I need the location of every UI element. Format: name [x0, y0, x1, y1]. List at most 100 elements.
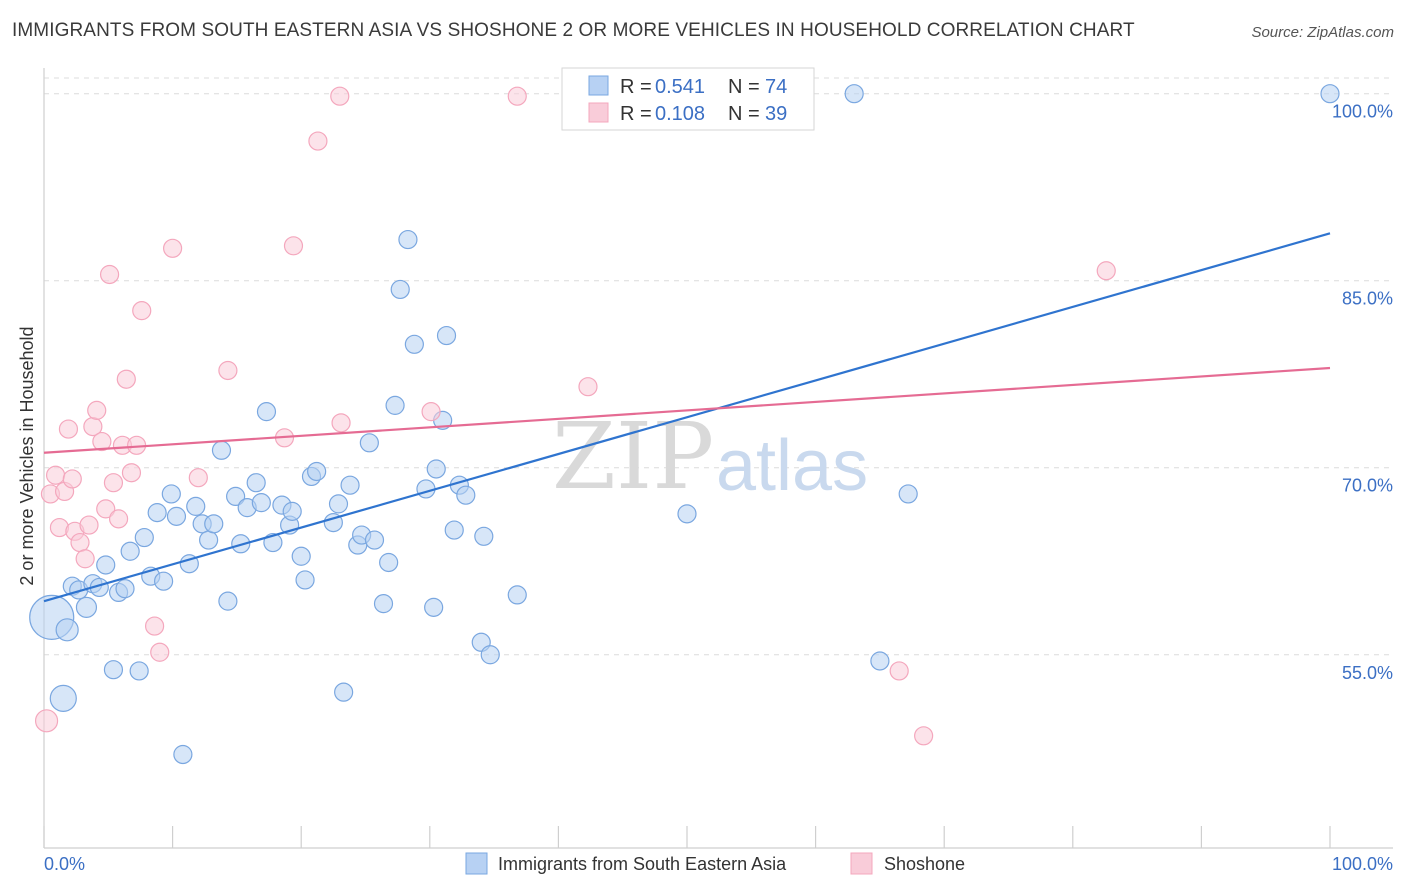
- legend-r-value-2: 0.108: [655, 103, 705, 125]
- shoshone-point: [144, 616, 165, 636]
- immigrants-point: [404, 334, 424, 354]
- x-tick-label-max: 100.0%: [1332, 854, 1393, 874]
- watermark-atlas: atlas: [716, 426, 868, 506]
- immigrants-point: [49, 684, 77, 712]
- shoshone-point: [889, 661, 909, 681]
- chart-title: IMMIGRANTS FROM SOUTH EASTERN ASIA VS SH…: [12, 20, 1135, 41]
- y-tick-label: 70.0%: [1342, 476, 1393, 496]
- immigrants-point: [129, 661, 149, 681]
- immigrants-trend-line: [43, 232, 1331, 603]
- correlation-legend: R = 0.541 N = 74 R = 0.108 N = 39: [561, 67, 815, 131]
- immigrants-point: [1320, 84, 1340, 104]
- shoshone-point: [58, 419, 79, 439]
- immigrants-point: [147, 503, 167, 523]
- immigrants-point: [246, 473, 266, 493]
- y-tick-label: 85.0%: [1342, 289, 1393, 309]
- bottom-legend-swatch-immigrants: [465, 852, 488, 875]
- legend-n-value-2: 39: [765, 103, 787, 125]
- shoshone-point: [188, 468, 208, 488]
- immigrants-point: [166, 506, 187, 526]
- immigrants-point: [436, 325, 457, 346]
- immigrants-point: [256, 402, 277, 422]
- immigrants-point: [385, 395, 405, 415]
- immigrants-point: [204, 514, 224, 534]
- immigrants-point: [390, 279, 410, 300]
- immigrants-point: [340, 475, 360, 495]
- immigrants-point: [474, 526, 494, 546]
- immigrants-point: [424, 597, 444, 617]
- immigrants-point: [282, 501, 302, 521]
- immigrants-point: [134, 527, 154, 548]
- legend-r-label-1: R =: [620, 76, 652, 98]
- shoshone-point: [34, 709, 59, 733]
- shoshone-point: [308, 131, 328, 151]
- shoshone-point: [421, 402, 441, 422]
- bottom-legend-label-shoshone: Shoshone: [884, 854, 965, 874]
- shoshone-point: [283, 236, 304, 256]
- x-tick-label-min: 0.0%: [44, 854, 85, 874]
- immigrants-point: [507, 585, 527, 605]
- immigrants-point: [677, 504, 697, 524]
- gridlines: [44, 77, 1393, 656]
- legend-n-value-1: 74: [765, 76, 787, 98]
- immigrants-point: [211, 440, 232, 460]
- shoshone-point: [218, 360, 238, 381]
- y-tick-label: 55.0%: [1342, 663, 1393, 683]
- shoshone-point: [914, 726, 934, 746]
- series-legend: Immigrants from South Eastern Asia Shosh…: [465, 852, 965, 875]
- immigrants-point: [426, 459, 446, 479]
- immigrants-point: [328, 494, 349, 514]
- immigrants-point: [444, 520, 464, 540]
- immigrants-point: [251, 493, 271, 513]
- immigrants-point: [870, 651, 890, 671]
- y-axis-title: 2 or more Vehicles in Household: [17, 326, 37, 585]
- watermark-zip: ZIP: [552, 403, 714, 510]
- immigrants-point: [359, 433, 379, 453]
- immigrants-point: [199, 530, 219, 550]
- immigrants-point: [898, 484, 918, 504]
- immigrants-point: [307, 461, 327, 482]
- shoshone-point: [99, 264, 120, 285]
- shoshone-point: [103, 473, 124, 493]
- immigrants-point: [186, 496, 206, 516]
- immigrants-point: [55, 618, 79, 642]
- y-tick-label: 100.0%: [1332, 102, 1393, 122]
- immigrants-point: [480, 645, 500, 665]
- shoshone-point: [45, 465, 66, 485]
- immigrants-point: [96, 555, 116, 575]
- shoshone-point: [87, 400, 107, 420]
- legend-r-label-2: R =: [620, 103, 652, 125]
- shoshone-point: [1096, 261, 1116, 281]
- shoshone-point: [507, 86, 527, 106]
- y-tick-labels: 55.0% 70.0% 85.0% 100.0%: [1332, 102, 1393, 683]
- source-credit: Source: ZipAtlas.com: [1251, 24, 1394, 41]
- immigrants-point: [291, 546, 311, 566]
- immigrants-point: [75, 596, 98, 618]
- shoshone-point: [163, 238, 183, 258]
- shoshone-trend-line: [43, 366, 1331, 454]
- immigrants-point: [103, 660, 124, 680]
- immigrants-point: [295, 570, 315, 590]
- shoshone-point: [132, 301, 152, 321]
- shoshone-point: [79, 515, 99, 535]
- immigrants-point: [844, 84, 864, 104]
- immigrants-point: [379, 552, 399, 573]
- shoshone-point: [108, 509, 129, 529]
- shoshone-point: [70, 532, 90, 553]
- shoshone-point: [330, 86, 350, 106]
- immigrants-point: [218, 591, 238, 611]
- legend-n-label-1: N =: [728, 76, 760, 98]
- shoshone-point: [92, 431, 112, 452]
- immigrants-point: [398, 229, 418, 250]
- legend-swatch-immigrants: [588, 75, 609, 96]
- immigrants-point: [373, 594, 394, 614]
- series-shoshone-points: [34, 86, 1116, 746]
- series-immigrants-points: [29, 84, 1340, 765]
- immigrants-point: [416, 479, 436, 499]
- shoshone-point: [116, 369, 136, 389]
- shoshone-point: [121, 463, 142, 483]
- shoshone-point: [75, 549, 95, 569]
- immigrants-point: [364, 530, 385, 550]
- immigrants-point: [334, 682, 354, 702]
